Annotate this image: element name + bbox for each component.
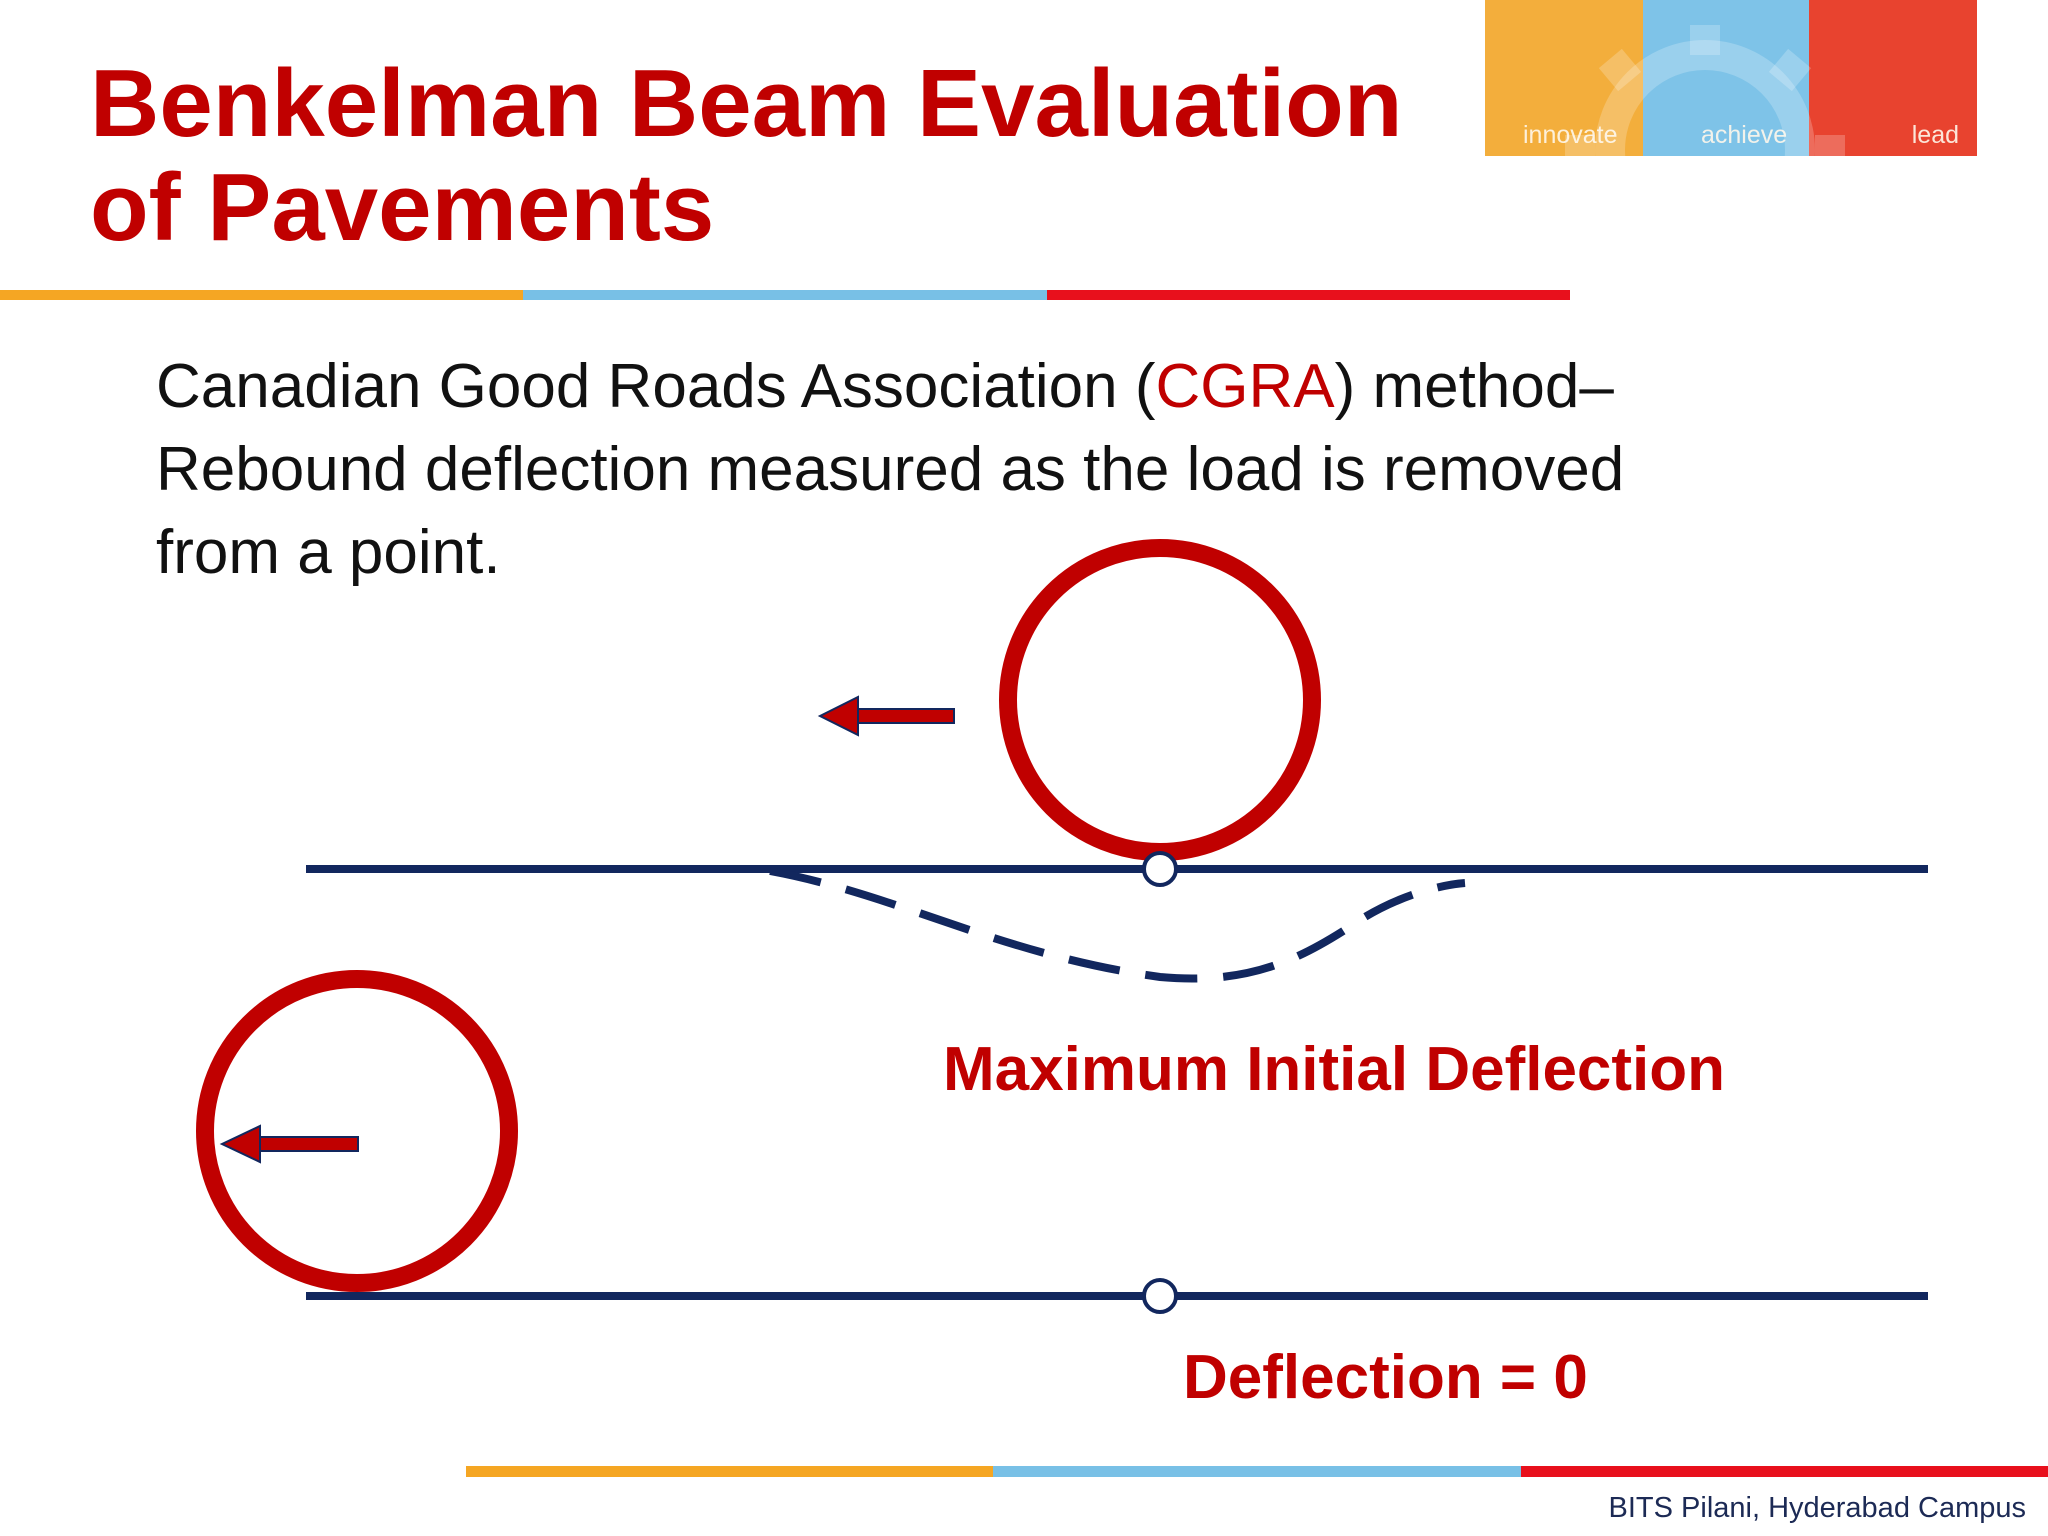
deflection-bowl-dashed: [769, 867, 1466, 983]
title-divider-blue: [523, 290, 1047, 300]
measure-point-lower: [1142, 1278, 1178, 1314]
footer-divider-blue: [993, 1466, 1521, 1477]
title-divider-orange: [0, 290, 524, 300]
wheel-upper: [999, 539, 1321, 861]
logo-lead-block: lead: [1809, 0, 1977, 156]
label-max-deflection: Maximum Initial Deflection: [943, 1035, 1726, 1104]
body-line1-post: ) method–: [1334, 352, 1614, 421]
logo-innovate-text: innovate: [1523, 121, 1618, 149]
gear-icon: [1565, 25, 1845, 156]
title-line-1: Benkelman Beam Evaluation: [90, 50, 1403, 157]
direction-arrow-upper-icon: [817, 695, 955, 737]
slide-title: Benkelman Beam Evaluation of Pavements: [90, 52, 1490, 260]
measure-point-upper: [1142, 851, 1178, 887]
label-zero-deflection: Deflection = 0: [1183, 1343, 1588, 1412]
body-text: Canadian Good Roads Association (CGRA) m…: [156, 345, 1796, 594]
body-line2: Rebound deflection measured as the load …: [156, 435, 1625, 504]
body-line3: from a point.: [156, 518, 501, 587]
footer-divider: [466, 1466, 2048, 1477]
direction-arrow-lower-icon: [219, 1124, 359, 1164]
title-divider: [0, 290, 1570, 300]
wheel-lower: [196, 970, 518, 1292]
title-divider-red: [1046, 290, 1570, 300]
body-line1-pre: Canadian Good Roads Association (: [156, 352, 1156, 421]
logo-banner: innovate achieve lead: [1485, 0, 1977, 156]
logo-achieve-block: achieve: [1643, 0, 1809, 156]
logo-achieve-text: achieve: [1701, 121, 1788, 149]
title-line-2: of Pavements: [90, 154, 715, 261]
footer-divider-red: [1520, 1466, 2048, 1477]
footer-divider-orange: [466, 1466, 994, 1477]
body-acronym: CGRA: [1155, 352, 1335, 421]
logo-innovate-block: innovate: [1485, 0, 1643, 156]
footer-campus: BITS Pilani, Hyderabad Campus: [1608, 1492, 2026, 1524]
logo-lead-text: lead: [1911, 121, 1959, 149]
